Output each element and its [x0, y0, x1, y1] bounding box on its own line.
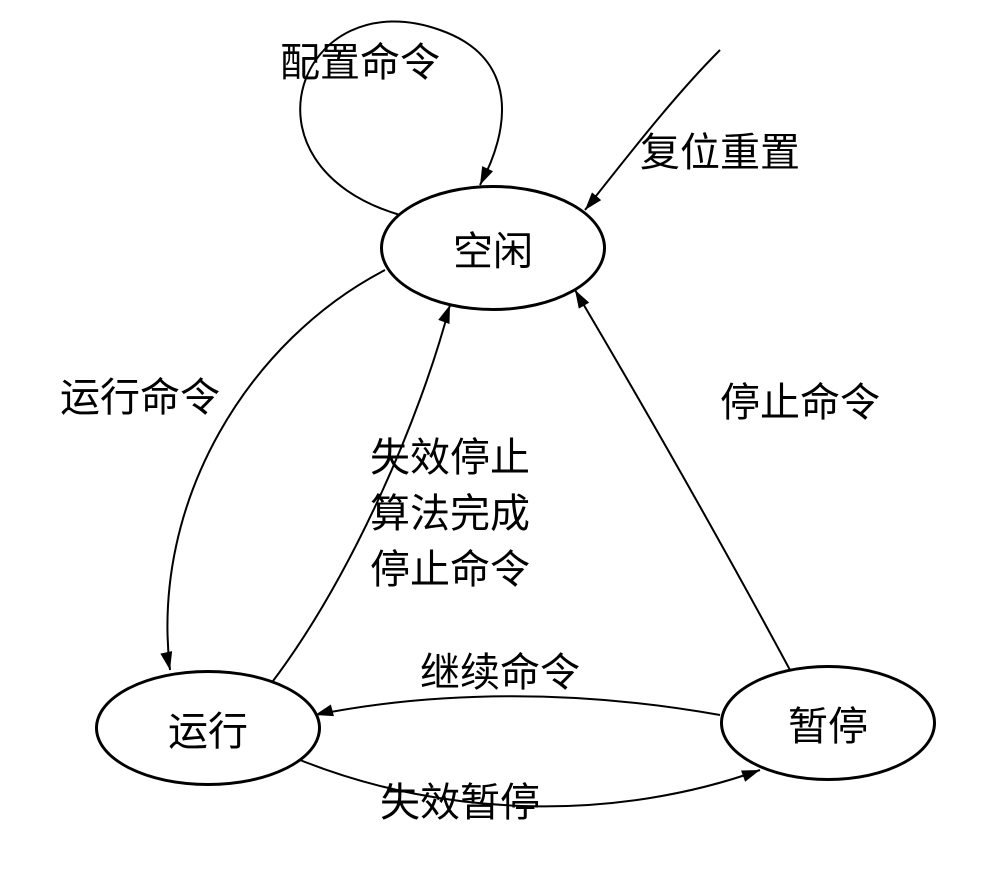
state-label-pause: 暂停: [788, 694, 868, 752]
edge-label-stop-command: 停止命令: [720, 370, 880, 428]
state-node-pause: 暂停: [720, 665, 936, 781]
state-node-idle: 空闲: [380, 185, 606, 311]
edge-label-config: 配置命令: [280, 30, 440, 88]
edge-label-continue: 继续命令: [420, 640, 580, 698]
edge-label-reset: 复位重置: [640, 120, 800, 178]
state-label-run: 运行: [168, 699, 248, 757]
edge-label-run-to-idle: 失效停止 算法完成 停止命令: [370, 430, 530, 598]
edge-label-run-command: 运行命令: [60, 365, 220, 423]
state-diagram: 空闲 运行 暂停 配置命令 复位重置 运行命令 失效停止 算法完成 停止命令 停…: [0, 0, 1000, 878]
edge-label-fail-pause: 失效暂停: [380, 770, 540, 828]
state-label-idle: 空闲: [453, 219, 533, 277]
state-node-run: 运行: [95, 670, 321, 786]
